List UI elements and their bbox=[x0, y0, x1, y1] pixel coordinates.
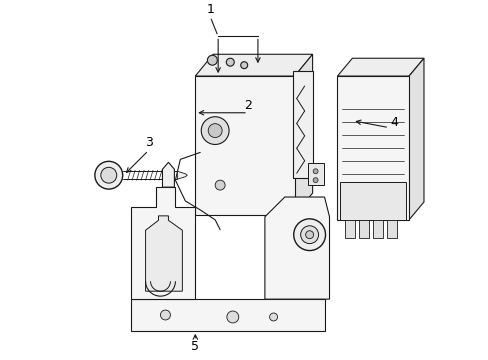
Circle shape bbox=[95, 161, 122, 189]
Text: 4: 4 bbox=[389, 116, 397, 129]
Polygon shape bbox=[130, 187, 195, 299]
Bar bbox=[337, 76, 408, 220]
Bar bbox=[130, 299, 324, 331]
Circle shape bbox=[201, 117, 228, 144]
Polygon shape bbox=[145, 216, 182, 291]
Text: 2: 2 bbox=[244, 99, 251, 112]
Circle shape bbox=[208, 124, 222, 138]
Circle shape bbox=[300, 226, 318, 244]
Bar bbox=[386, 220, 396, 238]
Circle shape bbox=[312, 169, 317, 174]
Polygon shape bbox=[162, 162, 174, 187]
Bar bbox=[340, 182, 405, 220]
Circle shape bbox=[101, 167, 117, 183]
Polygon shape bbox=[337, 58, 423, 76]
Polygon shape bbox=[408, 58, 423, 220]
Circle shape bbox=[240, 62, 247, 69]
Circle shape bbox=[305, 231, 313, 239]
Bar bbox=[195, 76, 294, 215]
Text: 3: 3 bbox=[144, 136, 152, 149]
Circle shape bbox=[215, 180, 224, 190]
Circle shape bbox=[160, 310, 170, 320]
Circle shape bbox=[226, 311, 238, 323]
Bar bbox=[359, 220, 368, 238]
Circle shape bbox=[293, 219, 325, 251]
Polygon shape bbox=[195, 54, 312, 76]
Text: 1: 1 bbox=[206, 3, 214, 16]
Circle shape bbox=[226, 58, 234, 66]
Polygon shape bbox=[177, 171, 187, 179]
Circle shape bbox=[269, 313, 277, 321]
Bar bbox=[372, 220, 383, 238]
Circle shape bbox=[312, 178, 317, 183]
Bar bbox=[307, 163, 323, 185]
Polygon shape bbox=[264, 197, 329, 299]
Text: 5: 5 bbox=[191, 340, 199, 353]
Polygon shape bbox=[294, 54, 312, 215]
Circle shape bbox=[207, 55, 217, 65]
Bar bbox=[292, 71, 312, 178]
Bar bbox=[345, 220, 355, 238]
